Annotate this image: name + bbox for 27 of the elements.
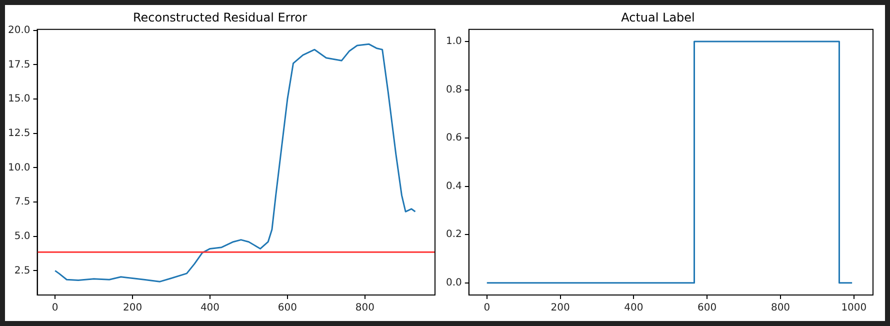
y-tick-label: 0.8 — [446, 84, 462, 96]
x-tick-label: 200 — [122, 302, 142, 314]
y-tick-label: 20.0 — [8, 24, 30, 36]
x-tick-label: 0 — [52, 302, 58, 314]
x-tick-label: 600 — [698, 302, 717, 314]
x-tick-label: 1000 — [841, 302, 867, 314]
chart-title: Actual Label — [621, 10, 695, 24]
y-tick-label: 15.0 — [8, 94, 30, 105]
y-tick-label: 2.5 — [14, 265, 30, 276]
x-tick-label: 600 — [278, 302, 297, 314]
y-tick-label: 5.0 — [14, 230, 30, 242]
y-tick-label: 0.2 — [446, 229, 462, 240]
y-tick-label: 0.0 — [446, 278, 462, 289]
y-tick-label: 12.5 — [8, 128, 30, 139]
y-tick-label: 1.0 — [446, 36, 462, 48]
y-tick-label: 0.6 — [446, 132, 462, 144]
x-tick-label: 800 — [355, 302, 374, 314]
y-tick-label: 17.5 — [8, 59, 30, 70]
y-tick-label: 0.4 — [446, 180, 462, 192]
x-tick-label: 200 — [550, 302, 570, 314]
x-tick-label: 0 — [484, 302, 490, 314]
x-tick-label: 800 — [770, 302, 790, 314]
x-tick-label: 400 — [624, 302, 644, 314]
x-tick-label: 400 — [200, 302, 220, 314]
y-tick-label: 7.5 — [14, 196, 30, 208]
chart-title: Reconstructed Residual Error — [132, 10, 308, 24]
y-tick-label: 10.0 — [8, 162, 30, 174]
